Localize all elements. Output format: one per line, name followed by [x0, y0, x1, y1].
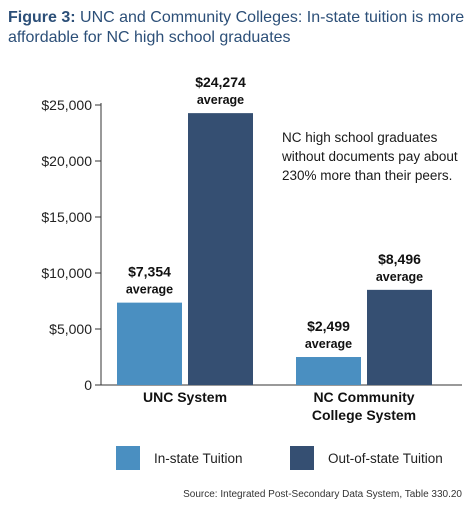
y-tick-label: $25,000: [41, 97, 92, 113]
y-tick-label: 0: [84, 377, 92, 393]
bar: [117, 302, 182, 385]
legend-swatch: [290, 446, 314, 470]
data-label: $24,274: [195, 74, 246, 90]
y-tick-label: $5,000: [49, 321, 92, 337]
legend-label: Out-of-state Tuition: [328, 451, 443, 466]
x-tick-label: UNC System: [143, 389, 227, 405]
y-tick-label: $20,000: [41, 153, 92, 169]
bar: [367, 289, 432, 385]
legend-label: In-state Tuition: [154, 451, 243, 466]
data-label-suffix: average: [305, 337, 352, 351]
y-tick-label: $15,000: [41, 209, 92, 225]
data-label: $2,499: [307, 318, 350, 334]
y-tick-label: $10,000: [41, 265, 92, 281]
legend-swatch: [116, 446, 140, 470]
data-label: $7,354: [128, 264, 171, 280]
data-label-suffix: average: [376, 270, 423, 284]
data-label: $8,496: [378, 251, 421, 267]
data-label-suffix: average: [126, 283, 173, 297]
chart-annotation: NC high school graduates without documen…: [282, 130, 458, 183]
figure-label: Figure 3:: [8, 9, 76, 26]
x-tick-label: NC Community: [313, 389, 414, 405]
figure-title: UNC and Community Colleges: In-state tui…: [8, 9, 465, 46]
x-tick-label: College System: [312, 407, 416, 423]
source-note: Source: Integrated Post-Secondary Data S…: [183, 489, 462, 500]
chart-title: Figure 3: UNC and Community Colleges: In…: [8, 8, 466, 48]
bar: [188, 113, 253, 386]
bar: [296, 357, 361, 385]
data-label-suffix: average: [197, 93, 244, 107]
